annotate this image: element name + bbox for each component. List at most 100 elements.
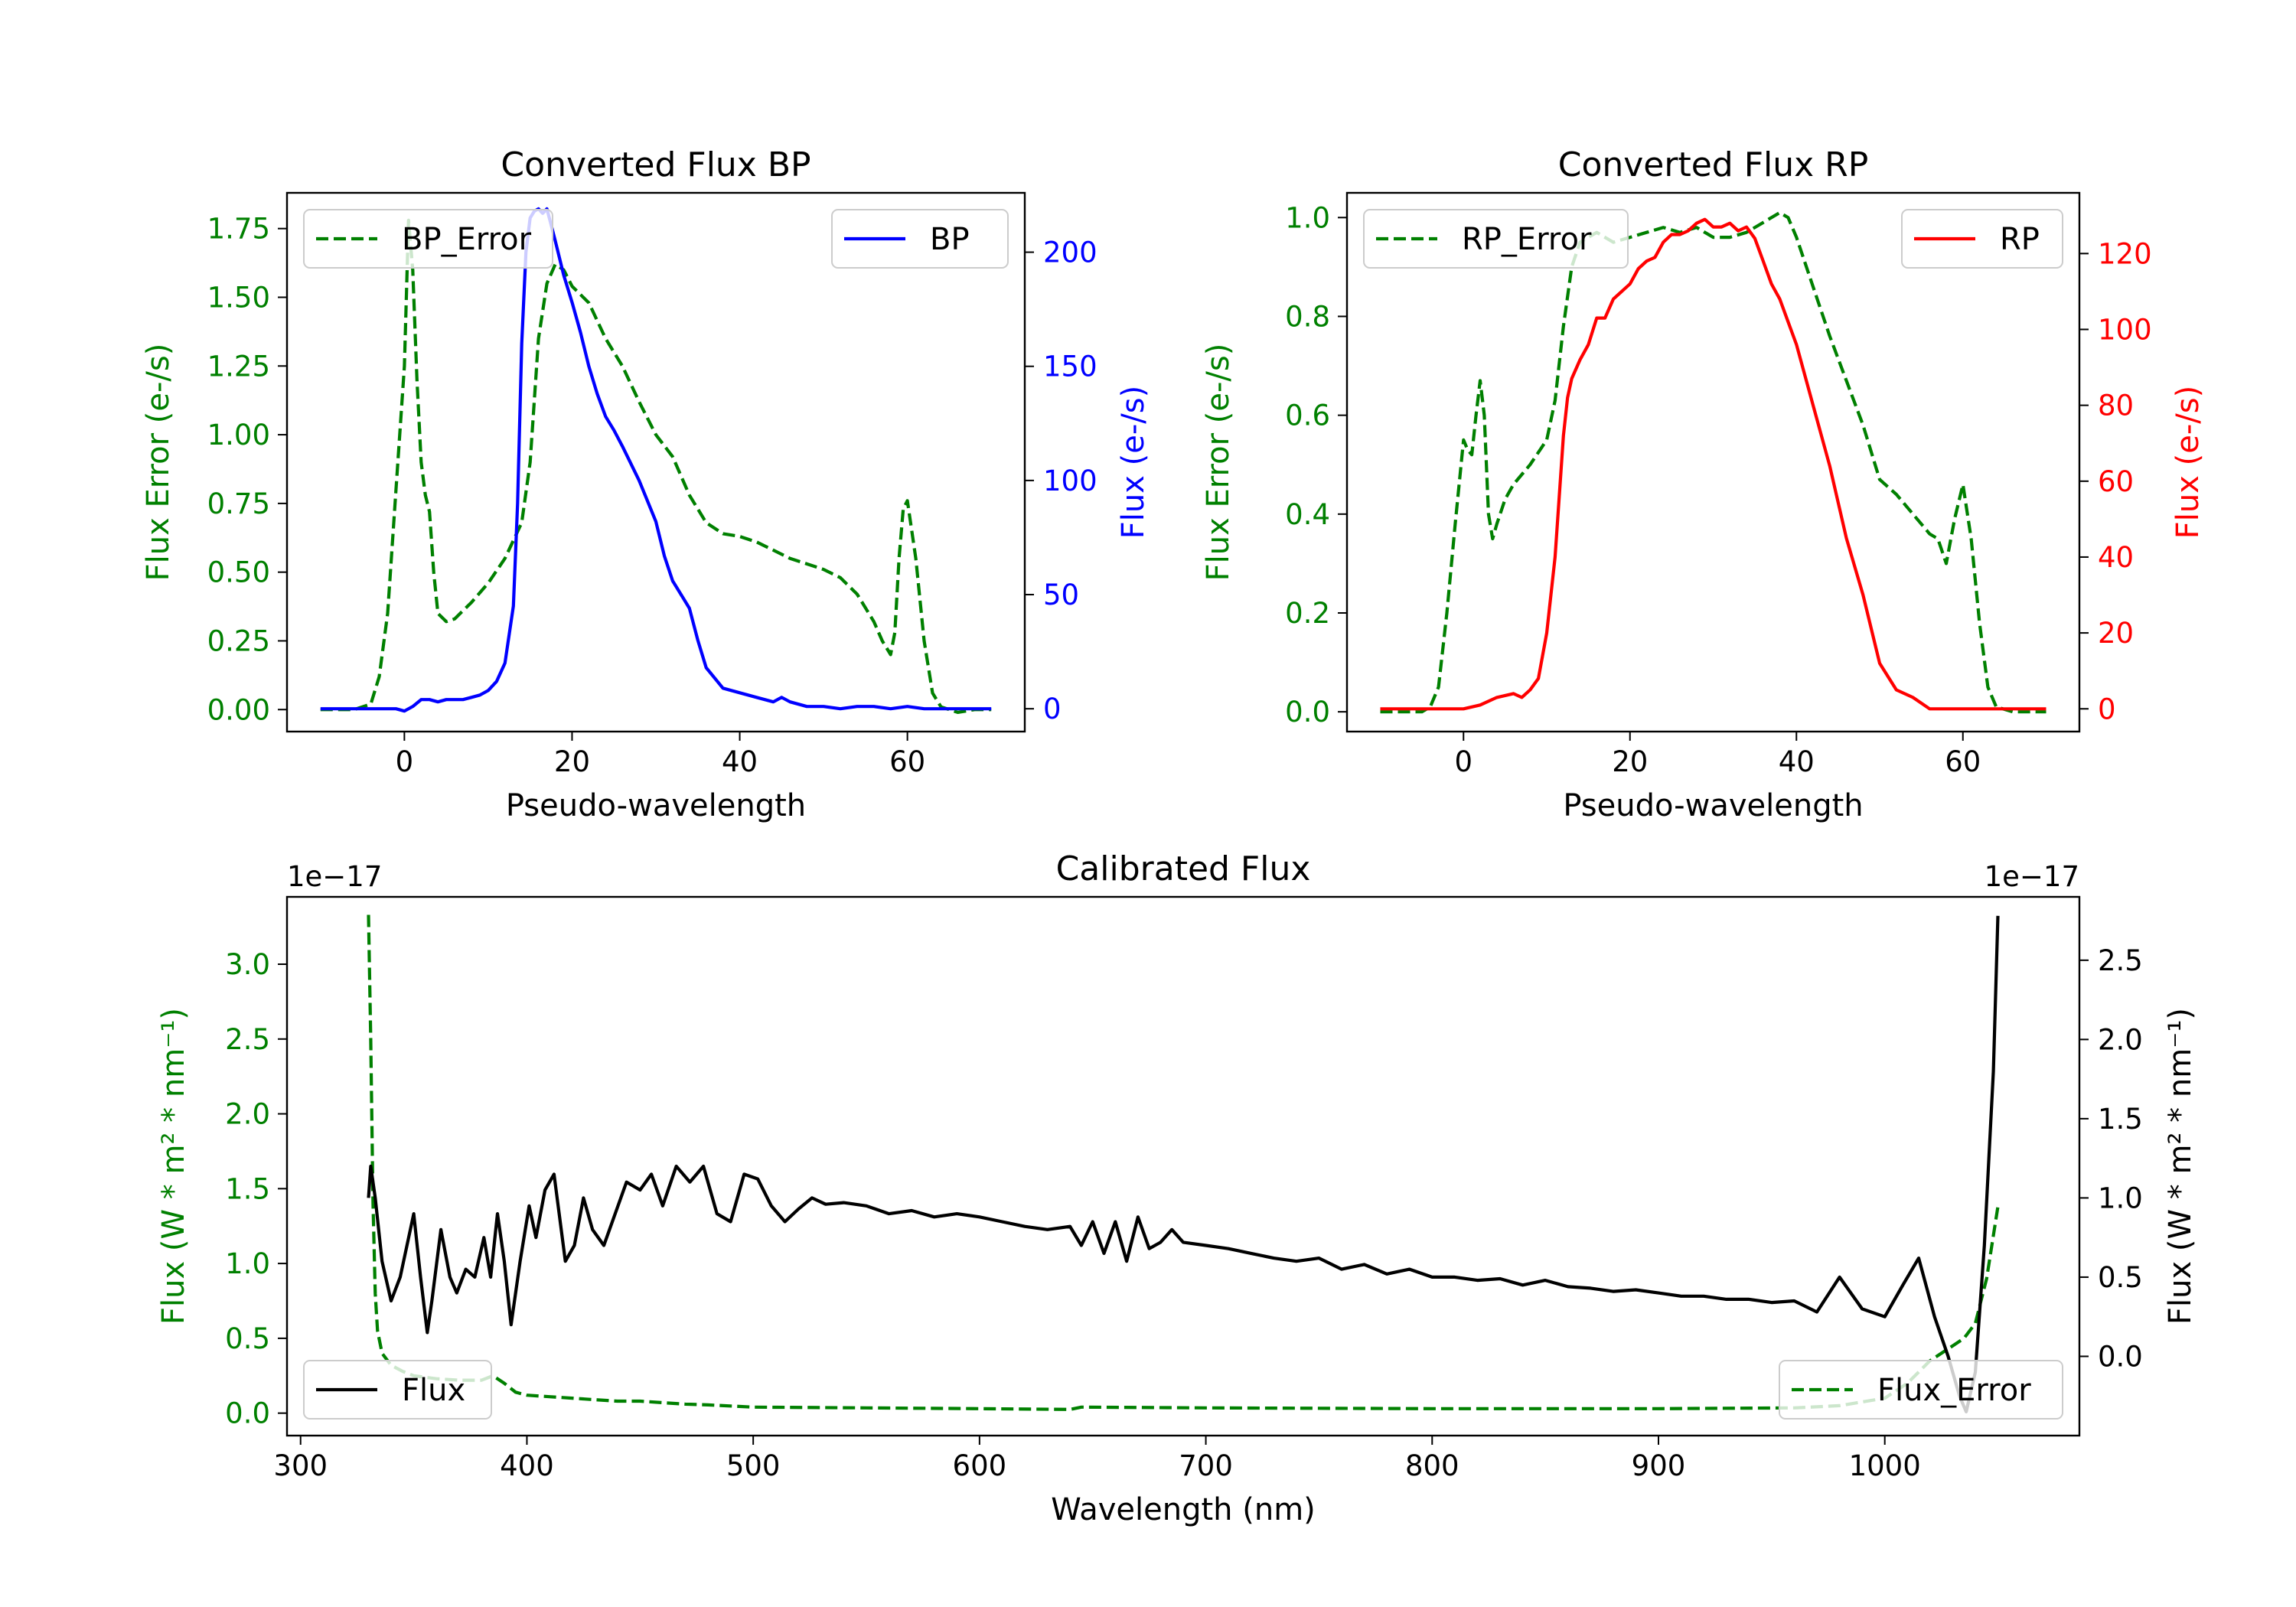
legend-label: RP_Error xyxy=(1462,222,1592,257)
rp-ytick-right-label: 100 xyxy=(2098,313,2152,346)
bp-series-bp-error xyxy=(320,218,992,715)
rp-ylabel-left: Flux Error (e-/s) xyxy=(1201,344,1236,582)
calibrated-legend-flux-error: Flux_Error xyxy=(1779,1360,2063,1420)
rp-series-rp-error xyxy=(1380,210,2047,714)
calibrated-xtick-label: 400 xyxy=(500,1449,554,1482)
bp-title: Converted Flux BP xyxy=(501,145,810,184)
calibrated-ylabel-right: Flux (W * m² * nm⁻¹) xyxy=(2163,1008,2198,1325)
rp-xtick-label: 20 xyxy=(1612,745,1648,778)
rp-ytick-left-label: 1.0 xyxy=(1285,201,1330,234)
calibrated-offset-left: 1e−17 xyxy=(287,860,382,893)
rp-xlabel: Pseudo-wavelength xyxy=(1563,788,1863,823)
bp-xtick-label: 0 xyxy=(396,745,414,778)
calibrated-offset-right: 1e−17 xyxy=(1985,860,2079,893)
bp-series-bp xyxy=(320,207,992,713)
rp-series-rp xyxy=(1380,217,2047,711)
calibrated-xtick-label: 300 xyxy=(273,1449,328,1482)
bp-xtick-label: 40 xyxy=(722,745,758,778)
calibrated-ytick-left-label: 0.0 xyxy=(225,1397,270,1430)
bp-ytick-right-label: 200 xyxy=(1043,236,1097,269)
calibrated-xlabel: Wavelength (nm) xyxy=(1051,1492,1316,1527)
legend-box xyxy=(303,1360,492,1420)
bp-ylabel-left: Flux Error (e-/s) xyxy=(141,344,176,582)
calibrated-xtick-label: 700 xyxy=(1179,1449,1233,1482)
calibrated-ytick-right-label: 2.5 xyxy=(2098,944,2143,977)
calibrated-panel: 300 400 500 600 700 800 900 1000 0.0 0.5 1.0 1.5 2.0… xyxy=(156,849,2198,1527)
calibrated-title: Calibrated Flux xyxy=(1056,849,1311,888)
calibrated-ytick-left-label: 0.5 xyxy=(225,1322,270,1355)
calibrated-ytick-right-label: 0.5 xyxy=(2098,1261,2143,1294)
rp-ytick-left-label: 0.8 xyxy=(1285,300,1330,333)
bp-xtick-label: 20 xyxy=(554,745,590,778)
bp-axes-frame xyxy=(285,191,1026,733)
calibrated-ytick-right-label: 1.5 xyxy=(2098,1103,2143,1136)
rp-panel: 0 20 40 60 0.0 0.2 0.4 0.6 0.8 1.0 0 20 40 60 80 100 120… xyxy=(1201,145,2206,823)
bp-xlabel: Pseudo-wavelength xyxy=(506,788,806,823)
rp-ytick-left-label: 0.2 xyxy=(1285,597,1330,630)
bp-ytick-left-label: 1.00 xyxy=(207,419,270,451)
calibrated-ytick-right-label: 2.0 xyxy=(2098,1023,2143,1056)
calibrated-series-flux-error xyxy=(367,914,2000,1411)
calibrated-ylabel-left: Flux (W * m² * nm⁻¹) xyxy=(156,1008,191,1325)
rp-legend-rp-error: RP_Error xyxy=(1363,209,1629,269)
calibrated-ytick-left-label: 1.5 xyxy=(225,1172,270,1205)
rp-ytick-right-label: 80 xyxy=(2098,390,2134,422)
bp-ytick-right-label: 150 xyxy=(1043,350,1097,383)
rp-ytick-left-label: 0.6 xyxy=(1285,399,1330,432)
calibrated-series-flux xyxy=(367,915,2000,1414)
rp-xtick-label: 0 xyxy=(1454,745,1473,778)
rp-xtick-label: 40 xyxy=(1779,745,1815,778)
rp-ytick-right-label: 60 xyxy=(2098,465,2134,498)
bp-legend-bp: BP xyxy=(831,209,1009,269)
calibrated-xtick-label: 600 xyxy=(953,1449,1007,1482)
legend-box xyxy=(1779,1360,2063,1420)
calibrated-ytick-right-label: 1.0 xyxy=(2098,1182,2143,1214)
calibrated-xtick-label: 800 xyxy=(1405,1449,1459,1482)
legend-label: BP xyxy=(930,222,970,257)
legend-label: RP xyxy=(2000,222,2040,257)
rp-xtick-label: 60 xyxy=(1945,745,1981,778)
legend-box xyxy=(1363,209,1629,269)
calibrated-xtick-label: 1000 xyxy=(1849,1449,1921,1482)
bp-ytick-left-label: 0.00 xyxy=(207,693,270,726)
rp-ytick-right-label: 0 xyxy=(2098,693,2116,725)
calibrated-legend-flux: Flux xyxy=(303,1360,492,1420)
calibrated-ytick-left-label: 2.5 xyxy=(225,1023,270,1056)
bp-ylabel-right: Flux (e-/s) xyxy=(1116,386,1151,539)
calibrated-ytick-left-label: 1.0 xyxy=(225,1247,270,1280)
rp-legend-rp: RP xyxy=(1901,209,2063,269)
rp-ytick-left-label: 0.4 xyxy=(1285,498,1330,531)
legend-label: BP_Error xyxy=(402,222,532,257)
rp-axes-frame xyxy=(1345,191,2081,733)
bp-ytick-right-label: 0 xyxy=(1043,693,1062,725)
bp-ytick-right-label: 100 xyxy=(1043,464,1097,497)
rp-ytick-left-label: 0.0 xyxy=(1285,696,1330,729)
bp-ytick-left-label: 1.50 xyxy=(207,281,270,314)
calibrated-xtick-label: 500 xyxy=(726,1449,781,1482)
legend-label: Flux xyxy=(402,1373,465,1408)
legend-box xyxy=(831,209,1009,269)
rp-ytick-right-label: 40 xyxy=(2098,541,2134,574)
legend-box xyxy=(303,209,553,269)
calibrated-ytick-left-label: 2.0 xyxy=(225,1098,270,1131)
legend-box xyxy=(1901,209,2063,269)
calibrated-ytick-right-label: 0.0 xyxy=(2098,1340,2143,1373)
bp-panel: 0 20 40 60 0.00 0.25 0.50 0.75 1.00 1.25 1.50 1.75 0… xyxy=(141,145,1151,823)
calibrated-xtick-label: 900 xyxy=(1632,1449,1686,1482)
bp-ytick-left-label: 0.50 xyxy=(207,556,270,589)
bp-ytick-right-label: 50 xyxy=(1043,579,1079,611)
rp-ytick-right-label: 120 xyxy=(2098,237,2152,270)
bp-ytick-left-label: 1.75 xyxy=(207,213,270,246)
bp-ytick-left-label: 0.75 xyxy=(207,487,270,520)
bp-xtick-label: 60 xyxy=(889,745,925,778)
calibrated-axes-frame xyxy=(285,895,2081,1437)
calibrated-ytick-left-label: 3.0 xyxy=(225,948,270,981)
rp-ytick-right-label: 20 xyxy=(2098,617,2134,650)
bp-ytick-left-label: 0.25 xyxy=(207,624,270,657)
rp-title: Converted Flux RP xyxy=(1558,145,1869,184)
bp-ytick-left-label: 1.25 xyxy=(207,350,270,383)
legend-label: Flux_Error xyxy=(1877,1373,2031,1408)
bp-legend-bp-error: BP_Error xyxy=(303,209,553,269)
rp-ylabel-right: Flux (e-/s) xyxy=(2170,386,2206,539)
